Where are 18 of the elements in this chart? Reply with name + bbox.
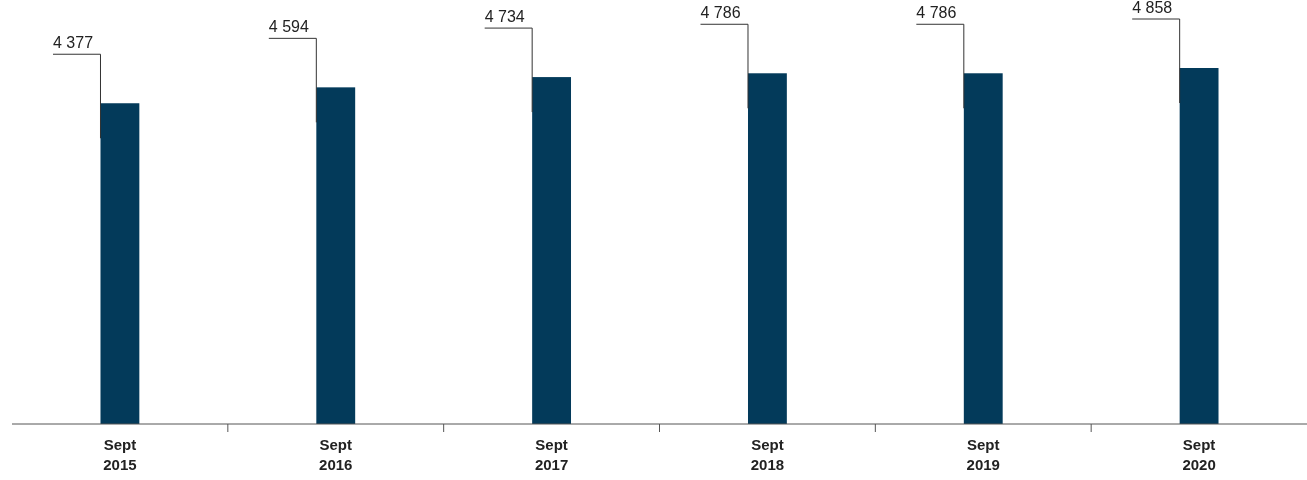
bar [963, 73, 1003, 424]
data-label: 4 858 [1132, 0, 1173, 16]
data-label: 4 377 [53, 34, 94, 52]
bar [100, 103, 140, 424]
data-label: 4 786 [916, 4, 957, 22]
data-label: 4 734 [484, 8, 525, 26]
x-tick-label: Sept 2020 [1182, 436, 1216, 473]
data-label: 4 786 [700, 4, 741, 22]
x-tick-label: Sept 2019 [966, 436, 1000, 473]
x-tick-label: Sept 2017 [534, 436, 569, 473]
data-label: 4 594 [268, 18, 309, 36]
x-tick-label: Sept 2015 [103, 436, 137, 473]
x-tick-label: Sept 2018 [750, 436, 785, 473]
x-tick-label: Sept 2016 [319, 436, 353, 473]
bar [747, 73, 787, 424]
bar [1179, 68, 1219, 424]
bar [316, 87, 356, 424]
bar [532, 77, 572, 424]
